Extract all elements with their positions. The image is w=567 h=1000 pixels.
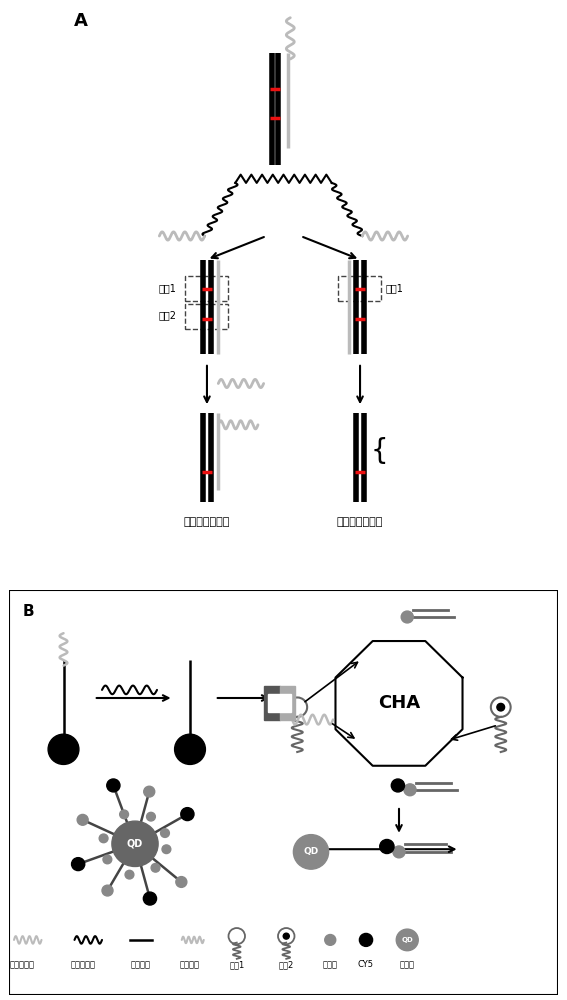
Text: {: { bbox=[370, 437, 388, 465]
Bar bbox=[338, 276, 381, 301]
Circle shape bbox=[143, 892, 156, 905]
Circle shape bbox=[393, 846, 405, 858]
Circle shape bbox=[162, 845, 171, 854]
Circle shape bbox=[107, 779, 120, 792]
Text: A: A bbox=[74, 12, 87, 30]
Circle shape bbox=[396, 929, 418, 951]
Text: B: B bbox=[22, 603, 34, 618]
Circle shape bbox=[144, 786, 155, 797]
Circle shape bbox=[404, 784, 416, 796]
Circle shape bbox=[497, 703, 505, 711]
Text: QD: QD bbox=[401, 937, 413, 943]
Bar bbox=[268, 694, 291, 711]
Text: QD: QD bbox=[303, 847, 319, 856]
Text: CY5: CY5 bbox=[358, 960, 374, 969]
Circle shape bbox=[151, 863, 160, 872]
FancyBboxPatch shape bbox=[9, 590, 558, 995]
Text: 错配1: 错配1 bbox=[159, 283, 177, 293]
Circle shape bbox=[71, 858, 84, 871]
Bar bbox=[185, 304, 228, 329]
Circle shape bbox=[181, 808, 194, 821]
Circle shape bbox=[401, 611, 413, 623]
Circle shape bbox=[380, 839, 394, 854]
Text: 发夹2: 发夹2 bbox=[278, 960, 294, 969]
Circle shape bbox=[175, 734, 205, 764]
Text: 量子点: 量子点 bbox=[400, 960, 414, 969]
Bar bbox=[264, 686, 280, 720]
Circle shape bbox=[99, 834, 108, 843]
Circle shape bbox=[391, 779, 404, 792]
Circle shape bbox=[120, 810, 129, 819]
Circle shape bbox=[325, 935, 336, 945]
Circle shape bbox=[176, 877, 187, 887]
Circle shape bbox=[146, 812, 155, 821]
Circle shape bbox=[359, 933, 373, 946]
Text: 捕获探针: 捕获探针 bbox=[130, 960, 150, 969]
Circle shape bbox=[160, 829, 170, 837]
Text: 突变目标物: 突变目标物 bbox=[70, 960, 95, 969]
Text: 链置换反应抑制: 链置换反应抑制 bbox=[184, 517, 230, 527]
Bar bbox=[280, 686, 295, 720]
Text: 错配2: 错配2 bbox=[159, 311, 177, 321]
Text: 野生目标物: 野生目标物 bbox=[10, 960, 35, 969]
Circle shape bbox=[103, 855, 112, 864]
Text: QD: QD bbox=[127, 839, 143, 849]
Circle shape bbox=[77, 814, 88, 825]
Circle shape bbox=[284, 933, 289, 939]
Text: CHA: CHA bbox=[378, 694, 420, 712]
Text: 发夹1: 发夹1 bbox=[229, 960, 244, 969]
Text: 错配1: 错配1 bbox=[386, 283, 404, 293]
Circle shape bbox=[112, 821, 158, 866]
Circle shape bbox=[48, 734, 79, 764]
Text: 生物素: 生物素 bbox=[323, 960, 338, 969]
Text: 辅助探针: 辅助探针 bbox=[180, 960, 200, 969]
Text: 链置换反应发生: 链置换反应发生 bbox=[337, 517, 383, 527]
Circle shape bbox=[125, 870, 134, 879]
Bar bbox=[185, 276, 228, 301]
Circle shape bbox=[102, 885, 113, 896]
Circle shape bbox=[293, 835, 329, 869]
